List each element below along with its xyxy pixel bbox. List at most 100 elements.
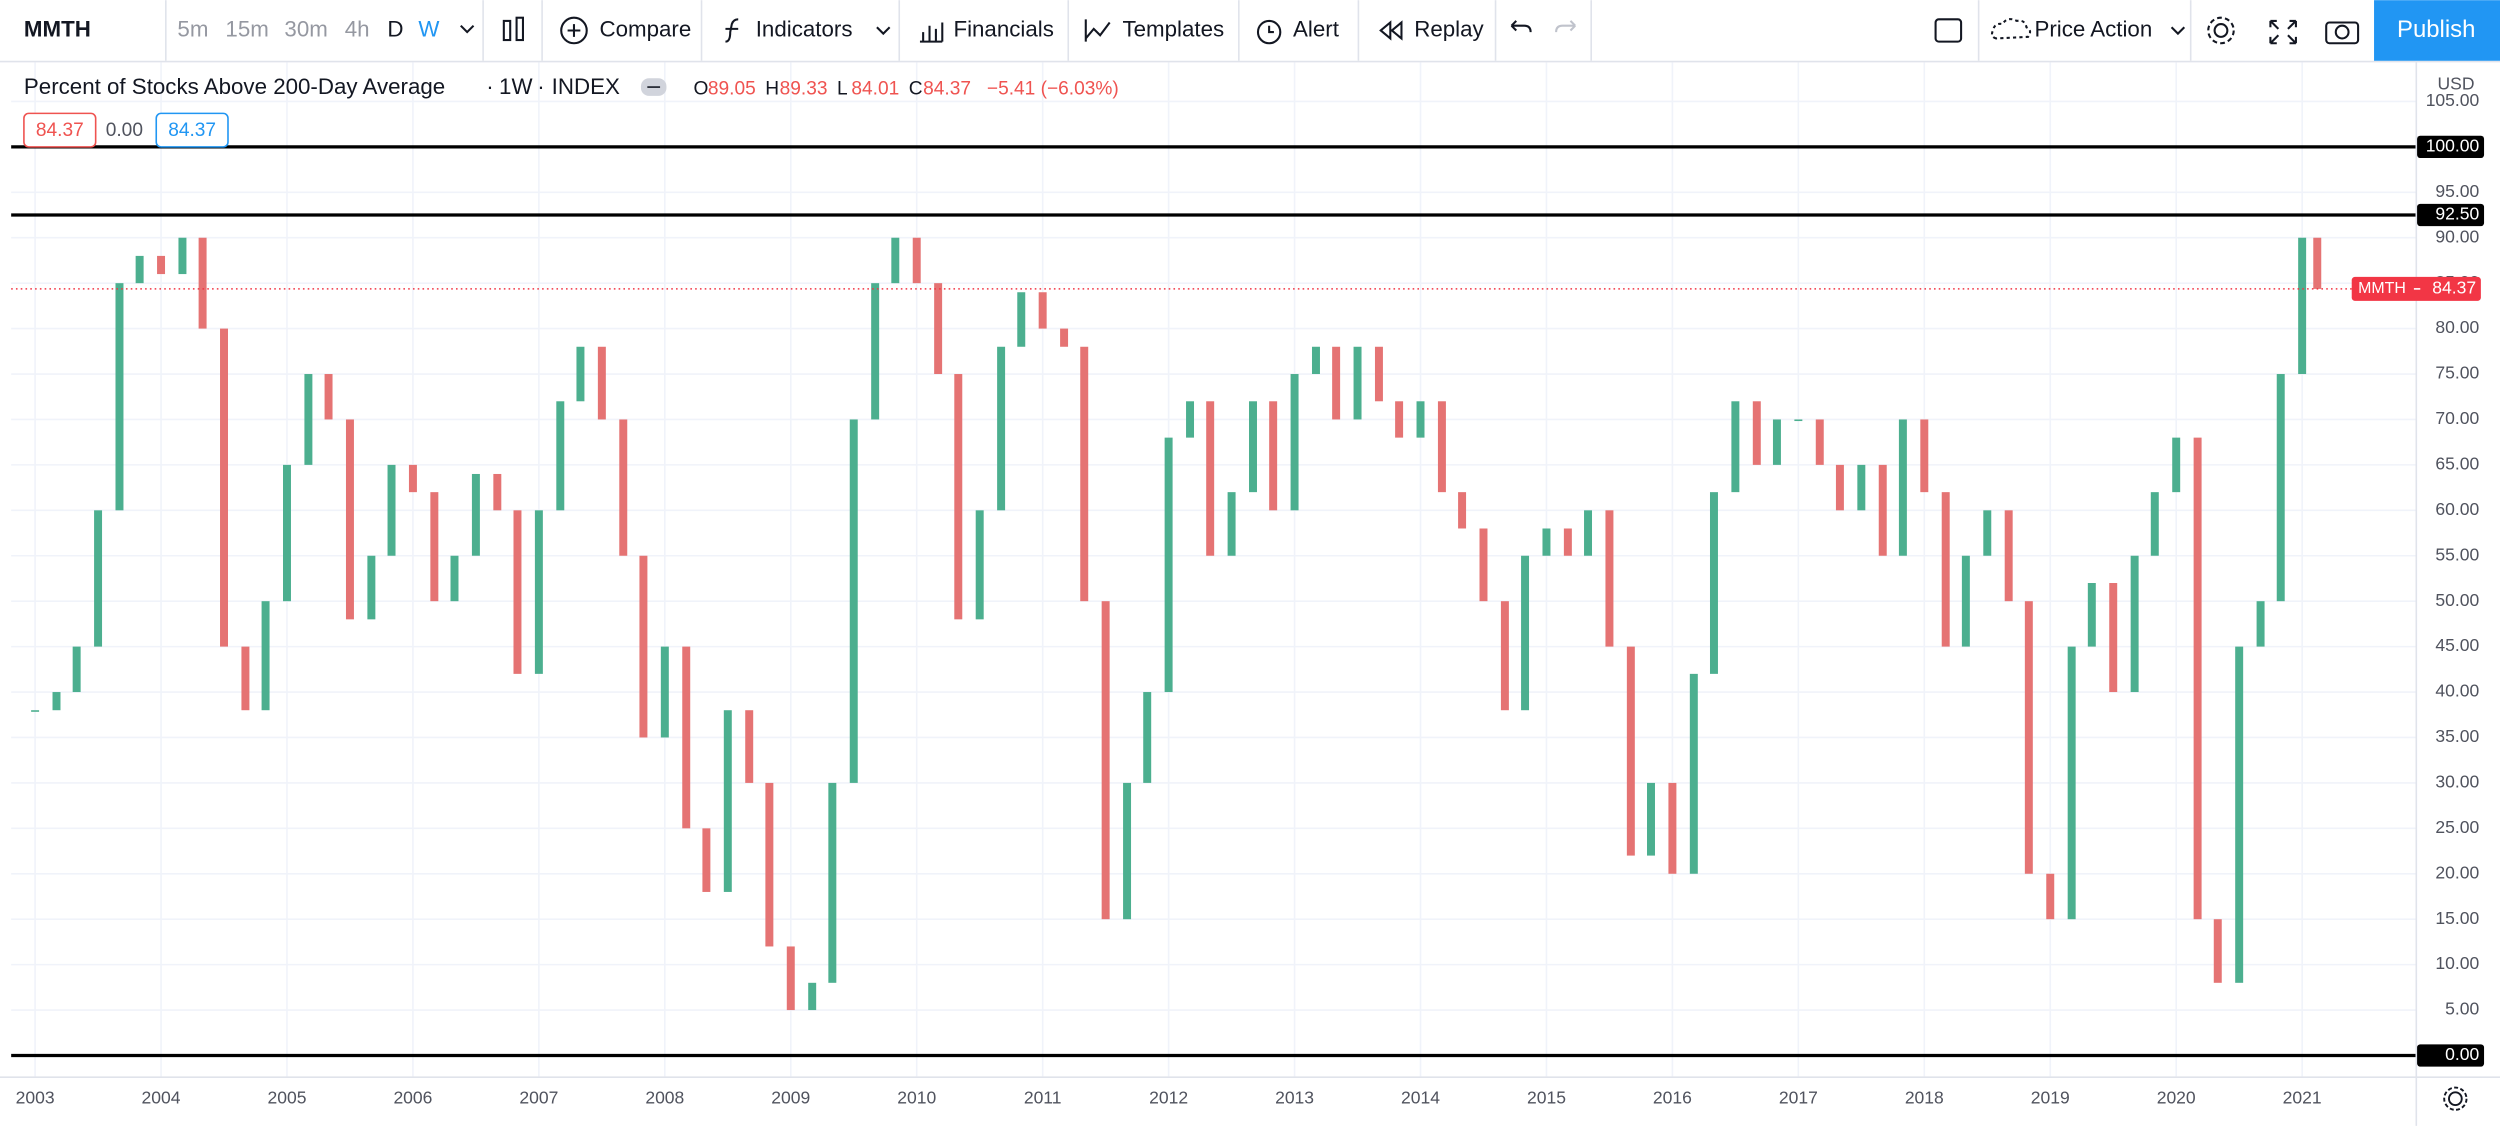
x-tick-label: 2004 — [142, 1087, 181, 1107]
candle — [975, 510, 984, 620]
candle — [1479, 528, 1488, 602]
y-tick-label: 75.00 — [2435, 363, 2479, 383]
candle — [513, 510, 522, 674]
x-tick-label: 2006 — [393, 1087, 432, 1107]
toolbar-button[interactable]: Replay — [1414, 16, 1484, 41]
candle — [220, 328, 228, 647]
candle — [1689, 673, 1698, 874]
interval-button[interactable]: W — [418, 16, 439, 41]
candle — [808, 982, 817, 1011]
x-tick-label: 2019 — [2031, 1087, 2070, 1107]
candle — [408, 464, 417, 493]
legend-exchange: INDEX — [552, 74, 620, 99]
candle — [2130, 555, 2139, 693]
y-tick-label: 30.00 — [2435, 772, 2479, 792]
interval-button[interactable]: 30m — [284, 16, 327, 41]
candle — [1772, 419, 1781, 465]
candle — [157, 255, 166, 275]
price-label: 100.00 — [2426, 135, 2480, 155]
publish-text[interactable]: Publish — [2397, 16, 2475, 43]
toolbar-button[interactable]: Alert — [1293, 16, 1340, 41]
candle — [1647, 782, 1655, 856]
candle — [2313, 237, 2322, 289]
candle — [1941, 492, 1950, 647]
y-tick-label: 70.00 — [2435, 408, 2479, 428]
value-box-text: 84.37 — [168, 120, 216, 141]
candle — [1206, 401, 1215, 556]
y-tick-label: 20.00 — [2435, 862, 2479, 882]
ohlc-change: −5.41 (−6.03%) — [987, 79, 1119, 100]
candle — [1563, 528, 1572, 556]
candle — [556, 401, 565, 511]
value-text: 0.00 — [106, 120, 143, 141]
candle — [786, 946, 795, 1011]
x-tick-label: 2017 — [1779, 1087, 1818, 1107]
interval-button[interactable]: D — [387, 16, 403, 41]
toolbar-button[interactable]: Financials — [953, 16, 1053, 41]
candle — [1500, 601, 1509, 711]
y-tick-label: 55.00 — [2435, 544, 2479, 564]
y-tick-label: 65.00 — [2435, 454, 2479, 474]
price-label-box — [2417, 135, 2485, 159]
candle — [1437, 401, 1446, 493]
candle — [471, 473, 480, 556]
interval-button[interactable]: 15m — [225, 16, 268, 41]
candle — [367, 555, 376, 620]
candle — [1752, 401, 1761, 465]
candle — [135, 255, 144, 284]
candle — [1060, 328, 1069, 347]
candle — [2213, 919, 2222, 983]
candle — [954, 374, 963, 620]
candle — [282, 464, 291, 602]
toolbar-button[interactable]: Compare — [599, 16, 691, 41]
symbol[interactable]: MMTH — [24, 16, 91, 41]
candle — [1017, 292, 1026, 347]
legend-interval: 1W — [499, 74, 532, 99]
ohlc-key: O — [694, 79, 709, 100]
publish-button[interactable] — [2374, 0, 2500, 61]
currency: USD — [2438, 73, 2475, 93]
layout-button[interactable]: Price Action — [2034, 16, 2152, 41]
price-label-box — [2417, 203, 2485, 227]
candle — [2172, 437, 2181, 493]
interval-button[interactable]: 5m — [177, 16, 208, 41]
candle — [1458, 492, 1467, 529]
ohlc-key: C — [909, 79, 923, 100]
candle — [2235, 646, 2244, 983]
y-tick-label: 25.00 — [2435, 817, 2479, 837]
candle — [2109, 583, 2118, 693]
candle — [304, 374, 313, 465]
y-tick-label: 45.00 — [2435, 635, 2479, 655]
candle — [261, 601, 270, 711]
candle — [198, 237, 207, 329]
x-tick-label: 2010 — [897, 1087, 936, 1107]
toolbar-button[interactable]: Indicators — [756, 16, 853, 41]
candle — [1835, 464, 1844, 511]
candle — [2046, 873, 2055, 920]
x-tick-label: 2011 — [1024, 1087, 1062, 1107]
y-tick-label: 10.00 — [2435, 953, 2479, 973]
value-box — [155, 112, 229, 148]
last-price-label: 84.37 — [2432, 278, 2476, 298]
candle — [430, 492, 439, 602]
candle — [115, 283, 124, 511]
x-tick-label: 2015 — [1527, 1087, 1566, 1107]
toolbar-button[interactable]: Templates — [1122, 16, 1224, 41]
candle — [934, 283, 943, 375]
candle — [1878, 464, 1887, 556]
interval-button[interactable]: 4h — [345, 16, 370, 41]
candle — [660, 646, 669, 738]
price-label: 0.00 — [2445, 1044, 2479, 1064]
candle — [619, 419, 628, 556]
candle — [1857, 464, 1866, 511]
price-label: 92.50 — [2435, 204, 2479, 224]
candle — [1038, 292, 1047, 329]
candle — [576, 346, 585, 402]
y-tick-label: 50.00 — [2435, 590, 2479, 610]
candle — [1709, 492, 1718, 674]
y-tick-label: 90.00 — [2435, 226, 2479, 246]
candle — [765, 782, 774, 947]
